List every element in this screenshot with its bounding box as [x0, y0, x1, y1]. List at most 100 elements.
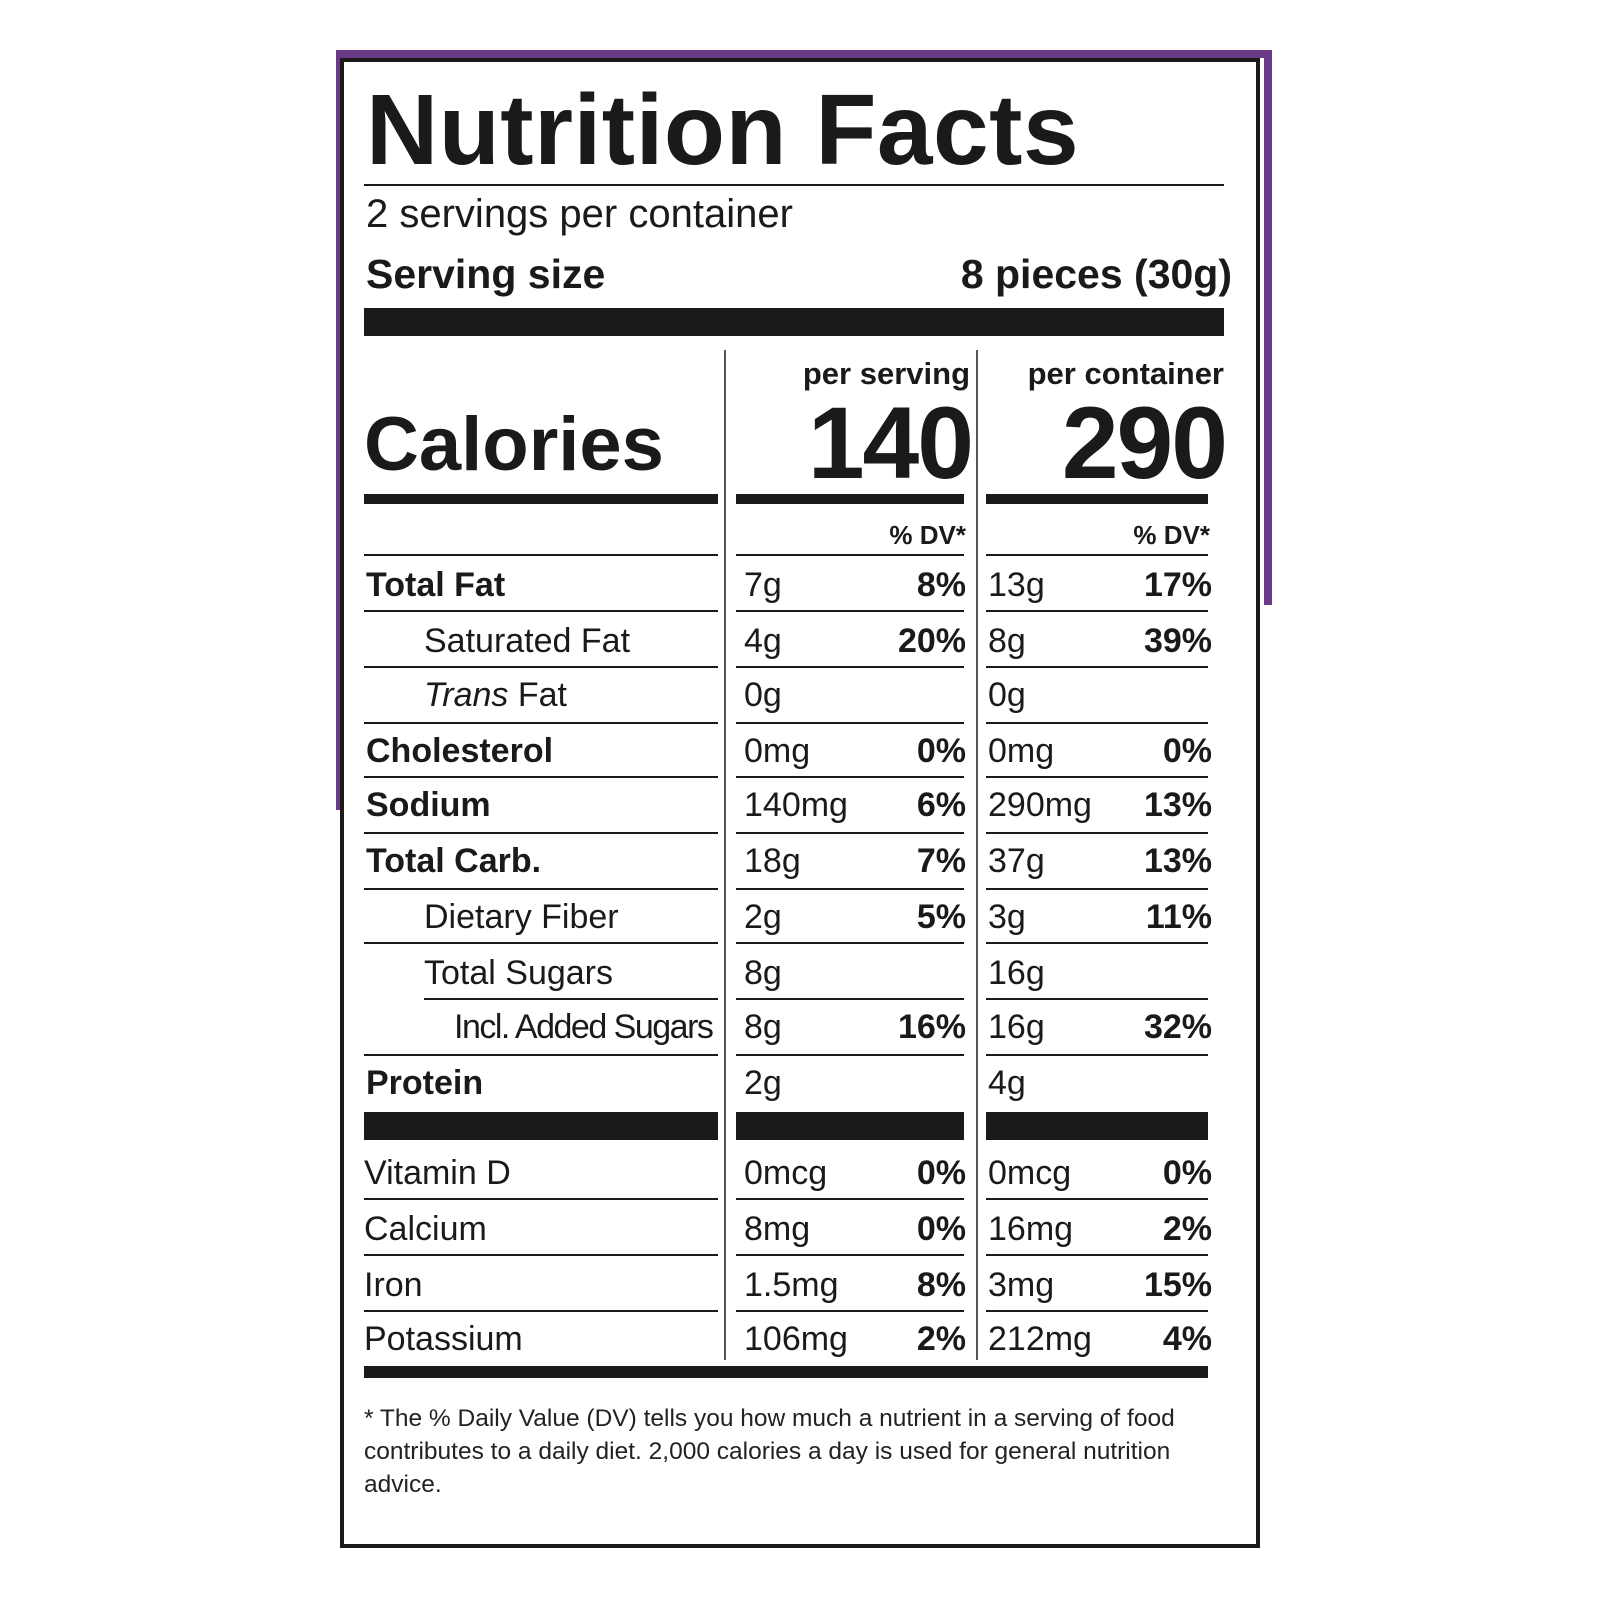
nutrient-container-dv: 39%: [1143, 622, 1212, 660]
row-divider: [736, 1198, 964, 1200]
row-divider: [364, 1198, 718, 1200]
row-divider: [986, 998, 1208, 1000]
nutrient-serving-amount: 18g: [744, 842, 801, 880]
row-divider: [986, 554, 1208, 556]
row-divider: [736, 666, 964, 668]
row-divider: [986, 1254, 1208, 1256]
vitamin-container-dv: 15%: [1143, 1266, 1212, 1304]
row-divider: [364, 888, 718, 890]
nutrient-container-dv: 0%: [1162, 732, 1212, 770]
nutrient-container-dv: 17%: [1143, 566, 1212, 604]
calories-label: Calories: [364, 402, 664, 487]
nutrient-serving-amount: 4g: [744, 622, 782, 660]
nutrient-serving-amount: 0mg: [744, 732, 811, 770]
vitamin-serving-amount: 106mg: [744, 1320, 848, 1358]
row-divider: [364, 1254, 718, 1256]
row-divider: [736, 888, 964, 890]
nutrient-container-dv: 32%: [1143, 1008, 1212, 1046]
row-divider: [986, 776, 1208, 778]
vitamin-name: Iron: [364, 1266, 423, 1304]
row-divider: [736, 832, 964, 834]
row-divider: [364, 942, 718, 944]
nutrient-container-amount: 8g: [988, 622, 1026, 660]
row-divider: [364, 776, 718, 778]
row-divider: [986, 1198, 1208, 1200]
vitamin-container-amount: 3mg: [988, 1266, 1055, 1304]
vitamin-name: Calcium: [364, 1210, 487, 1248]
vitamin-serving-dv: 2%: [916, 1320, 966, 1358]
nutrient-name: Trans Fat: [424, 678, 567, 712]
nutrient-container-dv: 13%: [1143, 842, 1212, 880]
per-container-header: per container: [1027, 356, 1224, 391]
calories-bar-label: [364, 494, 718, 504]
nutrient-name: Saturated Fat: [424, 622, 631, 660]
row-divider: [986, 666, 1208, 668]
row-divider: [736, 1054, 964, 1056]
nutrient-container-amount: 4g: [988, 1064, 1026, 1102]
calories-bar-serving: [736, 494, 964, 504]
protein-thick-bar: [364, 1112, 718, 1140]
row-divider: [736, 554, 964, 556]
column-divider-serving: [976, 350, 978, 1360]
nutrient-container-amount: 0g: [988, 676, 1026, 714]
nutrient-name: Total Fat: [366, 566, 506, 604]
row-divider: [736, 1254, 964, 1256]
row-divider: [364, 1054, 718, 1056]
accent-border-top: [336, 50, 1272, 58]
daily-value-footnote: * The % Daily Value (DV) tells you how m…: [364, 1405, 1175, 1499]
trans-italic: Trans: [424, 676, 509, 714]
column-divider-label: [724, 350, 726, 1360]
nutrient-container-amount: 16g: [988, 954, 1045, 992]
protein-thick-bar: [736, 1112, 964, 1140]
per-serving-header: per serving: [802, 356, 970, 391]
servings-per-container: 2 servings per container: [366, 192, 793, 236]
vitamin-serving-amount: 8mg: [744, 1210, 811, 1248]
serving-size-label: Serving size: [366, 251, 606, 297]
accent-border-right: [1264, 50, 1272, 605]
nutrient-name: Total Carb.: [366, 842, 542, 880]
nutrient-container-amount: 37g: [988, 842, 1045, 880]
nutrient-container-amount: 16g: [988, 1008, 1045, 1046]
vitamin-serving-amount: 0mcg: [744, 1154, 828, 1192]
vitamin-serving-dv: 8%: [916, 1266, 966, 1304]
serving-size-value: 8 pieces (30g): [960, 251, 1232, 297]
trans-fat-suffix: Fat: [508, 676, 567, 714]
row-divider: [424, 998, 718, 1000]
calories-per-container: 290: [1061, 386, 1228, 500]
row-divider: [736, 776, 964, 778]
vitamin-container-amount: 16mg: [988, 1210, 1074, 1248]
dv-header-serving: % DV*: [889, 520, 966, 550]
calories-bar-container: [986, 494, 1208, 504]
row-divider: [986, 942, 1208, 944]
nutrient-serving-amount: 8g: [744, 954, 782, 992]
row-divider: [986, 722, 1208, 724]
protein-thick-bar: [986, 1112, 1208, 1140]
dv-header-container: % DV*: [1133, 520, 1210, 550]
row-divider: [364, 722, 718, 724]
row-divider: [736, 722, 964, 724]
vitamin-name: Vitamin D: [364, 1154, 511, 1192]
row-divider: [364, 666, 718, 668]
row-divider: [986, 1310, 1208, 1312]
nutrient-name: Total Sugars: [424, 954, 613, 992]
row-divider: [364, 610, 718, 612]
nutrient-serving-amount: 7g: [744, 566, 782, 604]
nutrient-serving-dv: 20%: [897, 622, 966, 660]
row-divider: [986, 832, 1208, 834]
vitamin-container-amount: 0mcg: [988, 1154, 1072, 1192]
serving-size-thick-bar: [364, 308, 1224, 336]
title-divider: [364, 184, 1224, 186]
nutrient-name: Dietary Fiber: [424, 898, 619, 936]
nutrient-container-amount: 0mg: [988, 732, 1055, 770]
nutrient-name: Protein: [366, 1064, 484, 1102]
row-divider: [736, 942, 964, 944]
footer-thick-bar: [364, 1366, 1208, 1378]
nutrient-container-amount: 3g: [988, 898, 1026, 936]
row-divider: [986, 888, 1208, 890]
accent-border-left: [336, 50, 342, 810]
label-title: Nutrition Facts: [366, 74, 1080, 186]
nutrient-container-amount: 290mg: [988, 786, 1092, 824]
row-divider: [364, 1310, 718, 1312]
nutrient-serving-amount: 2g: [744, 898, 782, 936]
row-divider: [986, 610, 1208, 612]
